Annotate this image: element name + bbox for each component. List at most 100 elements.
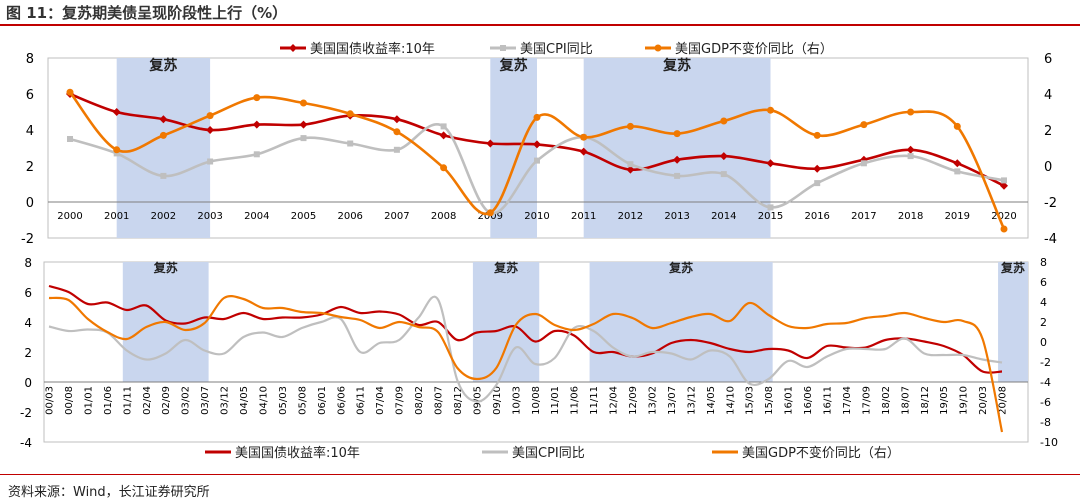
source-note: 资料来源：Wind，长江证券研究所 [8, 485, 210, 500]
x-tick-45: 18/12 [920, 386, 931, 415]
x-tick-20: 08/07 [434, 386, 445, 415]
x-tick-16: 2016 [804, 211, 829, 222]
x-tick-6: 02/09 [161, 386, 172, 415]
recovery-band-label-1: 复苏 [493, 260, 518, 275]
x-tick-49: 20/08 [998, 386, 1009, 415]
recovery-band-label-3: 复苏 [1000, 260, 1025, 275]
x-tick-11: 2011 [571, 211, 596, 222]
y-right-tick-9: 8 [1040, 256, 1047, 269]
y-right-tick-2: 0 [1044, 160, 1052, 175]
legend-label-1: 美国CPI同比 [512, 446, 585, 461]
x-tick-48: 20/03 [978, 386, 989, 415]
recovery-band-label-2: 复苏 [662, 57, 691, 74]
point-s1-20 [1001, 177, 1007, 184]
legend-label-0: 美国国债收益率:10年 [310, 41, 435, 57]
x-tick-10: 2010 [524, 211, 549, 222]
y-left-tick-1: -2 [20, 406, 32, 420]
y-right-tick-5: 6 [1044, 52, 1052, 67]
y-left-tick-0: -4 [20, 436, 32, 450]
plot-frame [47, 57, 1029, 239]
x-tick-17: 07/04 [375, 386, 386, 415]
point-s0-14 [719, 152, 728, 161]
x-tick-2: 2002 [151, 211, 176, 222]
x-tick-40: 16/11 [823, 386, 834, 415]
title-rule [0, 24, 1080, 26]
x-tick-30: 12/09 [628, 386, 639, 415]
point-s2-12 [626, 122, 634, 130]
x-tick-41: 17/04 [842, 386, 853, 415]
x-tick-19: 08/02 [414, 386, 425, 415]
y-left-tick-5: 6 [24, 286, 32, 300]
x-tick-36: 15/03 [745, 386, 756, 415]
point-s1-15 [767, 204, 774, 211]
y-left-tick-6: 8 [24, 256, 32, 270]
point-s0-15 [766, 159, 775, 168]
x-tick-18: 2018 [898, 211, 923, 222]
point-s0-13 [673, 155, 682, 164]
x-tick-13: 05/08 [297, 386, 308, 415]
series-line-0 [48, 284, 1003, 374]
y-right-tick-0: -10 [1040, 436, 1058, 449]
monthly-chart: 复苏 复苏 复苏 复苏 -4 -2 0 2 4 6 8 -10 -8 -6 -4 -2 0 2 4 6 8 00/03 00… [20, 256, 1058, 461]
point-s2-1 [113, 146, 121, 154]
x-tick-4: 01/11 [122, 386, 133, 415]
x-tick-15: 2015 [758, 211, 783, 222]
point-s2-8 [440, 164, 448, 172]
series-line-2 [48, 295, 1004, 433]
point-s1-10 [534, 157, 540, 164]
point-s2-18 [907, 108, 915, 116]
point-s1-19 [954, 168, 961, 175]
point-s0-2 [159, 115, 168, 124]
x-tick-15: 06/06 [336, 386, 347, 415]
x-tick-47: 19/10 [959, 386, 970, 415]
x-tick-46: 19/05 [939, 386, 950, 415]
y-right-tick-0: -4 [1044, 232, 1057, 247]
recovery-band-label-1: 复苏 [499, 57, 528, 74]
x-tick-0: 00/03 [45, 386, 56, 415]
point-s0-20 [1000, 181, 1008, 190]
legend-marker-1 [500, 45, 506, 51]
x-tick-44: 18/07 [900, 386, 911, 415]
x-tick-21: 08/12 [453, 386, 464, 415]
series-line-1 [69, 123, 1005, 215]
point-s2-16 [813, 131, 821, 139]
x-tick-24: 10/03 [511, 386, 522, 415]
y-left-tick-3: 2 [24, 346, 32, 360]
x-tick-43: 18/02 [881, 386, 892, 415]
legend-label-2: 美国GDP不变价同比（右） [675, 41, 833, 57]
y-right-tick-4: -2 [1040, 356, 1051, 369]
x-tick-7: 2007 [384, 211, 409, 222]
x-tick-37: 15/08 [764, 386, 775, 415]
point-s1-12 [627, 161, 634, 168]
annual-chart: 复苏 复苏 复苏 -2 0 2 4 6 8 -4 -2 0 2 4 6 2000 2001 2002 2003 200… [21, 41, 1057, 247]
point-s0-4 [252, 120, 261, 129]
recovery-band-0 [116, 58, 211, 238]
x-tick-18: 07/09 [395, 386, 406, 415]
point-s1-6 [347, 140, 354, 147]
x-tick-0: 2000 [57, 211, 82, 222]
x-tick-20: 2020 [991, 211, 1016, 222]
source-rule [0, 474, 1080, 475]
y-right-tick-1: -2 [1044, 196, 1057, 211]
point-s1-8 [440, 123, 447, 130]
x-tick-7: 03/02 [181, 386, 192, 415]
point-s0-3 [206, 126, 215, 134]
recovery-band-2 [589, 262, 773, 382]
x-tick-22: 09/05 [472, 386, 483, 415]
legend-label-2: 美国GDP不变价同比（右） [742, 445, 900, 461]
recovery-band-label-0: 复苏 [148, 57, 177, 74]
x-tick-3: 01/06 [103, 386, 114, 415]
point-s2-13 [673, 130, 681, 138]
x-tick-4: 2004 [244, 211, 269, 222]
point-s0-5 [299, 120, 308, 129]
point-s2-5 [300, 99, 307, 107]
y-left-tick-4: 4 [24, 316, 32, 330]
y-right-tick-7: 4 [1040, 296, 1047, 309]
point-s2-20 [1000, 225, 1008, 233]
point-s2-19 [953, 122, 961, 130]
point-s0-16 [813, 164, 822, 173]
legend-label-0: 美国国债收益率:10年 [235, 445, 360, 461]
legend-label-1: 美国CPI同比 [520, 42, 593, 57]
point-s1-5 [300, 135, 307, 142]
point-s1-3 [207, 158, 214, 165]
